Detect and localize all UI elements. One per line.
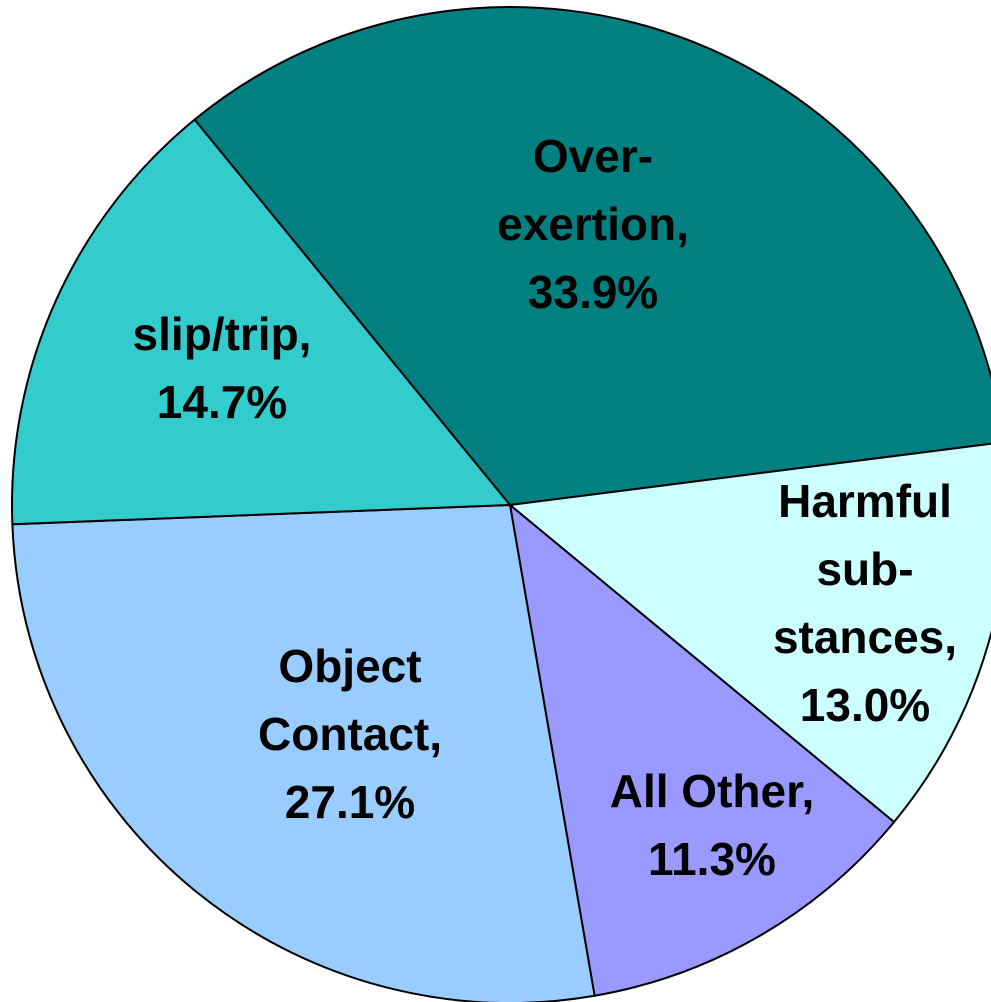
slice-value-label: 11.3% bbox=[648, 833, 776, 885]
pie-slice bbox=[193, 6, 991, 507]
pie-slice bbox=[507, 442, 991, 824]
label-line: exertion, bbox=[497, 198, 689, 250]
slice-category-label: All Other, bbox=[610, 765, 814, 817]
slice-category-label: Harmful sub-stances, bbox=[773, 475, 957, 663]
slice-category-label: slip/trip, bbox=[133, 308, 312, 360]
label-line: Contact, bbox=[258, 708, 442, 760]
slice-category-label: Over-exertion, bbox=[497, 130, 689, 250]
label-line: Over- bbox=[533, 130, 653, 182]
slice-value-label: 13.0% bbox=[800, 679, 930, 731]
label-line: slip/trip, bbox=[133, 308, 312, 360]
label-line: stances, bbox=[773, 611, 957, 663]
label-line: Harmful bbox=[778, 475, 952, 527]
label-line: sub- bbox=[816, 543, 913, 595]
label-line: Object bbox=[278, 640, 421, 692]
slice-value-label: 33.9% bbox=[528, 266, 658, 318]
pie-slice bbox=[11, 118, 513, 526]
slice-category-label: Object Contact, bbox=[258, 640, 442, 760]
slice-value-label: 27.1% bbox=[285, 776, 415, 828]
label-line: All Other, bbox=[610, 765, 814, 817]
pie-slice bbox=[508, 502, 896, 997]
slice-value-label: 14.7% bbox=[157, 376, 287, 428]
